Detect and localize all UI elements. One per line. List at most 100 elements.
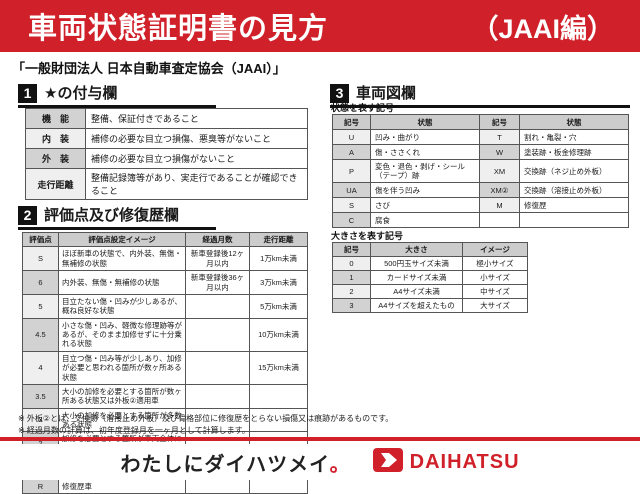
months-cell xyxy=(185,317,250,352)
symbol-cell: M xyxy=(479,197,520,213)
months-cell xyxy=(185,293,250,319)
state-cell: さび xyxy=(370,197,480,213)
mileage-cell: 10万km未満 xyxy=(249,317,308,352)
score-cell: 4.5 xyxy=(22,317,59,352)
section2-title: 評価点及び修復歴欄 xyxy=(44,207,180,224)
image-cell: 中サイズ xyxy=(462,284,528,299)
footnote-line: ※ 経過月数の計算は、初年度登録月を一ヶ月として計算します。 xyxy=(18,425,250,435)
symbol-cell: 2 xyxy=(332,284,371,299)
table-row: 6 内外装、無傷・無補修の状態 新車登録後36ヶ月以内 3万km未満 xyxy=(22,270,308,295)
table-row: R 修復歴車 xyxy=(22,478,308,494)
image-cell: 極小サイズ xyxy=(462,256,528,271)
score-cell: R xyxy=(22,478,59,494)
section1-number-badge: 1 xyxy=(18,84,37,103)
table-row: P 変色・退色・剥げ・シール（テープ）跡 XM 交換跡（ネジ止め外板） xyxy=(332,159,629,183)
col-header-symbol: 記号 xyxy=(332,242,371,257)
table-row: 5 目立たない傷・凹みが少しあるが、概ね良好な状態 5万km未満 xyxy=(22,293,308,319)
table-row: 4.5 小さな傷・凹み、軽微な修理跡等があるが、そのまま加修せずに十分乗れる状態… xyxy=(22,317,308,352)
table-header-row: 記号 大きさ イメージ xyxy=(332,242,528,257)
months-cell xyxy=(185,383,250,409)
symbol-cell: UA xyxy=(332,182,371,198)
section2-number-badge: 2 xyxy=(18,206,37,225)
desc-cell: ほぼ新車の状態で、内外装、無傷・無補修の状態 xyxy=(58,246,186,272)
table-row: 1 カードサイズ未満 小サイズ xyxy=(332,270,528,285)
state-cell: 塗装跡・板金修理跡 xyxy=(519,144,629,160)
criteria-desc: 補修の必要な目立つ損傷がないこと xyxy=(85,148,308,169)
score-cell: 5 xyxy=(22,293,59,319)
score-cell: S xyxy=(22,246,59,272)
state-cell: 交換跡（ネジ止め外板） xyxy=(519,159,629,183)
mileage-cell: 3万km未満 xyxy=(249,270,308,295)
symbol-cell: 0 xyxy=(332,256,371,271)
state-cell: 交換跡（溶接止め外板） xyxy=(519,182,629,198)
col-header-image: 評価点設定イメージ xyxy=(58,231,186,248)
table-row: S ほぼ新車の状態で、内外装、無傷・無補修の状態 新車登録後12ヶ月以内 1万k… xyxy=(22,246,308,272)
size-cell: A4サイズ未満 xyxy=(370,284,463,299)
symbol-cell: 1 xyxy=(332,270,371,285)
size-cell: カードサイズ未満 xyxy=(370,270,463,285)
table-row: A 傷・ささくれ W 塗装跡・板金修理跡 xyxy=(332,144,629,160)
months-cell xyxy=(185,478,250,494)
col-header-mileage: 走行距離 xyxy=(249,231,308,248)
symbol-cell: P xyxy=(332,159,371,183)
symbol-cell: A xyxy=(332,144,371,160)
criteria-desc: 整備記録簿等があり、実走行であることが確認できること xyxy=(85,168,308,200)
page-title-edition: （JAAI編） xyxy=(471,13,614,44)
table-row: 走行距離 整備記録簿等があり、実走行であることが確認できること xyxy=(25,168,308,200)
table-row: 外 装 補修の必要な目立つ損傷がないこと xyxy=(25,148,308,169)
symbol-cell: 3 xyxy=(332,298,371,313)
mileage-cell: 15万km未満 xyxy=(249,350,308,385)
state-cell: 変色・退色・剥げ・シール（テープ）跡 xyxy=(370,159,480,183)
table-row: 0 500円玉サイズ未満 極小サイズ xyxy=(332,256,528,271)
state-cell xyxy=(519,212,629,228)
col-header-state: 状態 xyxy=(370,114,480,130)
page-title: 車両状態証明書の見方 xyxy=(28,13,329,45)
state-cell: 凹み・曲がり xyxy=(370,129,480,145)
state-cell: 傷を伴う凹み xyxy=(370,182,480,198)
table-header-row: 評価点 評価点設定イメージ 経過月数 走行距離 xyxy=(22,231,308,248)
table-row: 4 目立つ傷・凹み等が少しあり、加修が必要と思われる箇所が数ヶ所ある状態 15万… xyxy=(22,350,308,385)
star-criteria-table: 機 能 整備、保証付きであること 内 装 補修の必要な目立つ損傷、悪臭等がないこ… xyxy=(25,108,308,200)
image-cell: 小サイズ xyxy=(462,270,528,285)
table-row: U 凹み・曲がり T 割れ・亀裂・穴 xyxy=(332,129,629,145)
table-row: 内 装 補修の必要な目立つ損傷、悪臭等がないこと xyxy=(25,128,308,149)
symbol-cell: S xyxy=(332,197,371,213)
col-header-image: イメージ xyxy=(462,242,528,257)
desc-cell: 目立つ傷・凹み等が少しあり、加修が必要と思われる箇所が数ヶ所ある状態 xyxy=(58,350,186,385)
state-cell: 修復歴 xyxy=(519,197,629,213)
col-header-months: 経過月数 xyxy=(185,231,250,248)
col-header-score: 評価点 xyxy=(22,231,59,248)
score-cell: 4 xyxy=(22,350,59,385)
footer: わたしにダイハツメイ。 DAIHATSU xyxy=(0,444,640,480)
condition-symbols-label: 状態を表す記号 xyxy=(331,103,395,113)
daihatsu-logo-icon xyxy=(372,447,403,477)
table-row: 2 A4サイズ未満 中サイズ xyxy=(332,284,528,299)
footnote-line: ※ 外板②とは、交換跡（溶接止め外板）及び骨格部位に修復歴をとらない損傷又は痕跡… xyxy=(18,414,394,423)
table-row: 機 能 整備、保証付きであること xyxy=(25,108,308,129)
criteria-label: 内 装 xyxy=(25,128,86,149)
score-cell: 3.5 xyxy=(22,383,59,409)
evaluation-score-table: 評価点 評価点設定イメージ 経過月数 走行距離 S ほぼ新車の状態で、内外装、無… xyxy=(22,231,308,494)
banner: 車両状態証明書の見方 （JAAI編） xyxy=(0,0,640,52)
desc-cell: 大小の加修を必要とする箇所が数ヶ所ある状態又は外板②適用車 xyxy=(58,383,186,409)
daihatsu-slogan: わたしにダイハツメイ。 xyxy=(120,448,350,477)
size-cell: A4サイズを超えたもの xyxy=(370,298,463,313)
table-row: S さび M 修復歴 xyxy=(332,197,629,213)
criteria-label: 外 装 xyxy=(25,148,86,169)
months-cell: 新車登録後12ヶ月以内 xyxy=(185,246,250,272)
symbol-cell: XM xyxy=(479,159,520,183)
mileage-cell xyxy=(249,383,308,409)
symbol-cell xyxy=(479,212,520,228)
daihatsu-brand: DAIHATSU xyxy=(372,447,520,477)
table-row: 3 A4サイズを超えたもの 大サイズ xyxy=(332,298,528,313)
symbol-cell: U xyxy=(332,129,371,145)
state-cell: 傷・ささくれ xyxy=(370,144,480,160)
desc-cell: 小さな傷・凹み、軽微な修理跡等があるが、そのまま加修せずに十分乗れる状態 xyxy=(58,317,186,352)
symbol-cell: T xyxy=(479,129,520,145)
table-row: C 腐食 xyxy=(332,212,629,228)
symbol-cell: C xyxy=(332,212,371,228)
criteria-label: 走行距離 xyxy=(25,168,86,200)
section1-header: 1 ★の付与欄 xyxy=(18,82,216,108)
slogan-text: わたしにダイハツメイ xyxy=(120,453,330,476)
